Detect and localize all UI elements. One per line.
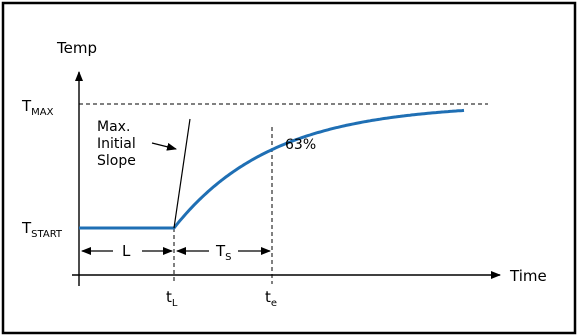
t-max-label: TMAX	[21, 97, 54, 118]
max-slope-tangent	[173, 118, 191, 229]
slope-pointer-arrow	[151, 142, 177, 151]
slope-label-line1: Max.	[97, 119, 130, 135]
y-axis-label: Temp	[56, 39, 97, 57]
dead-time-label: L	[122, 242, 131, 260]
te-tick-label: te	[265, 288, 277, 309]
tl-tick-label: tL	[166, 288, 178, 309]
slope-label-line2: Initial	[97, 136, 136, 152]
time-constant-label: TS	[215, 242, 232, 263]
response-curve	[79, 108, 465, 230]
t-start-label: TSTART	[21, 219, 63, 240]
x-axis-label: Time	[509, 267, 547, 285]
slope-label-line3: Slope	[97, 153, 136, 169]
percent-label: 63%	[285, 137, 316, 153]
